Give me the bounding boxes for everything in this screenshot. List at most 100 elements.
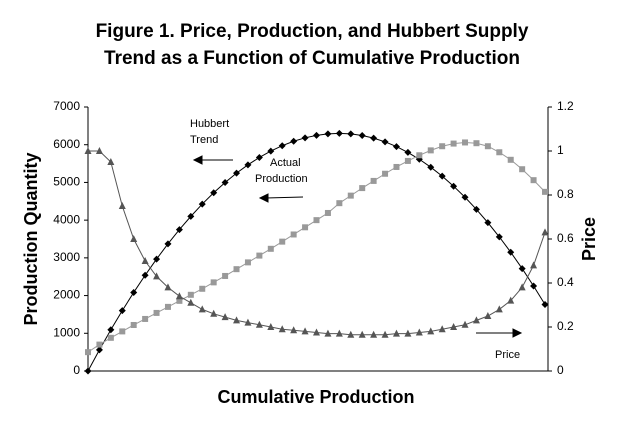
y2-axis-label: Price [579,217,599,261]
point [95,147,103,154]
annotation: Production [255,173,308,185]
y-axis-label: Production Quantity [21,153,41,326]
point [164,283,172,291]
point [141,271,149,279]
arrowhead [512,328,523,338]
arrowhead [258,193,269,203]
point [347,330,355,338]
annotation: Actual [270,157,301,169]
y-tick-label: 2000 [53,288,80,302]
point [255,153,263,161]
point [518,283,526,291]
arrowhead [192,155,203,165]
y2-tick-label: 0.4 [557,275,574,289]
point [336,200,343,207]
point [96,341,103,348]
point [404,157,411,164]
point [438,325,446,333]
point [153,255,161,263]
point [347,130,355,138]
point [175,292,183,300]
y-tick-label: 4000 [53,212,80,226]
point [199,285,206,292]
point [290,231,297,238]
chart-title: Figure 1. Price, Production, and Hubbert… [96,21,529,42]
point [130,235,138,242]
point [415,328,423,336]
y-tick-label: 1000 [53,325,80,339]
point [119,328,126,335]
point [519,166,526,173]
point [335,329,343,337]
y-tick-label: 5000 [53,175,80,189]
point [450,182,458,190]
point [370,330,378,338]
point [267,323,275,330]
point [176,297,183,304]
point [484,312,492,319]
point [404,329,412,337]
point [244,318,252,326]
point [484,143,491,150]
point [381,330,389,338]
point [84,147,92,154]
point [313,217,320,224]
point [392,329,400,337]
y-tick-label: 0 [73,363,80,377]
y2-tick-label: 0 [557,363,564,377]
annotation-arrows [192,155,523,338]
y-tick-label: 6000 [53,137,80,151]
point [462,139,469,146]
chart-title: Trend as a Function of Cumulative Produc… [104,48,520,69]
point [210,279,217,286]
point [142,315,149,322]
point [85,349,91,356]
point [130,288,138,296]
point [530,282,538,290]
point [222,272,229,279]
point [472,205,480,213]
point [359,185,366,192]
point [301,134,309,142]
point [404,148,412,156]
point [370,177,377,184]
point [439,143,446,150]
point [495,233,503,241]
point [130,321,137,328]
point [221,179,229,187]
point [164,240,172,248]
point [153,309,160,316]
point [450,323,458,330]
point [278,325,286,333]
point [210,189,218,197]
point [187,291,194,298]
point [358,330,366,338]
arrow [265,196,304,199]
y2-tick-label: 0.8 [557,187,574,201]
point [187,212,195,220]
point [381,138,389,146]
point [450,140,457,147]
point [118,307,126,315]
point [507,296,515,304]
point [473,140,480,147]
point [324,130,332,138]
point [290,137,298,145]
point [118,202,126,209]
annotation: Trend [190,134,218,146]
point [244,259,251,266]
point [313,328,320,336]
point [542,188,548,195]
point [233,266,240,273]
point [472,316,480,324]
point [256,252,263,259]
point [461,320,469,328]
point [541,300,549,308]
point [175,226,183,234]
point [438,172,446,180]
annotation: Hubbert [190,118,229,130]
point [164,303,171,310]
point [141,257,149,264]
y2-tick-label: 0.2 [557,319,574,333]
